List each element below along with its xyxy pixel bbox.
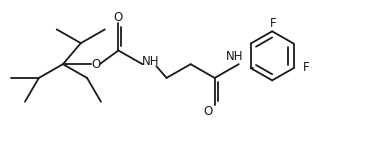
Text: O: O bbox=[114, 11, 123, 24]
Text: NH: NH bbox=[226, 50, 243, 63]
Text: F: F bbox=[303, 61, 310, 74]
Text: F: F bbox=[270, 17, 277, 30]
Text: O: O bbox=[91, 58, 100, 71]
Text: NH: NH bbox=[142, 55, 159, 68]
Text: O: O bbox=[203, 105, 212, 118]
